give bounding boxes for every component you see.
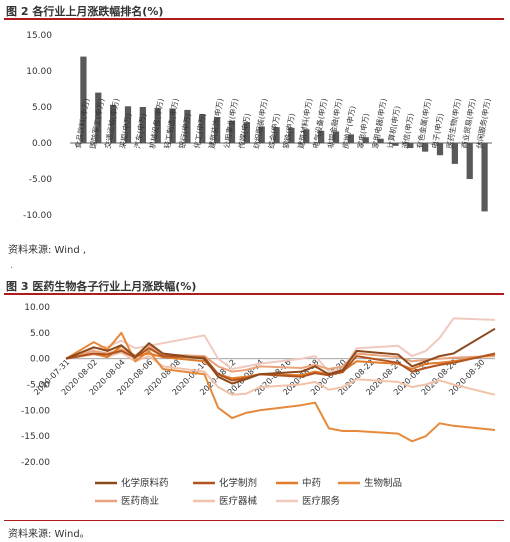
y-tick-label: -10.00	[21, 406, 50, 416]
series-line	[65, 327, 496, 385]
bar	[169, 108, 176, 143]
bar	[110, 104, 117, 143]
category-label: 医药生物(申万)	[444, 97, 463, 149]
legend-label: 中药	[302, 477, 321, 489]
bar	[481, 143, 488, 212]
bar	[95, 92, 102, 143]
bar	[214, 117, 221, 143]
series-line	[65, 351, 496, 396]
bar	[392, 143, 399, 146]
y-tick-label: 10.00	[26, 67, 52, 77]
separator-dot: .	[10, 260, 14, 271]
bar	[139, 107, 146, 143]
category-label: 有色金属(申万)	[414, 97, 433, 149]
figure2-divider	[4, 293, 504, 295]
bar	[154, 107, 161, 143]
legend-label: 医疗器械	[219, 495, 258, 507]
bar	[199, 114, 206, 143]
legend-label: 化学制剂	[219, 477, 257, 489]
series-line	[65, 317, 496, 373]
bar	[124, 106, 132, 143]
y-tick-label: -20.00	[21, 458, 50, 468]
category-label: 家用电器(申万)	[370, 97, 389, 149]
category-label: 休闲服务(申万)	[474, 97, 493, 149]
legend-label: 生物制品	[364, 477, 402, 489]
y-tick-label: 0.00	[30, 355, 50, 365]
bar	[303, 129, 310, 143]
bar	[258, 126, 265, 143]
legend-label: 医疗服务	[302, 495, 341, 507]
category-label: 公用事业(申万)	[221, 97, 240, 149]
bar	[243, 122, 250, 143]
bar	[407, 143, 414, 149]
bar	[80, 56, 87, 143]
bar-chart: 15.00 10.00 5.00 0.00 -5.00 -10.00 食品饮料(申万)国防军…	[23, 31, 493, 221]
y-tick-label: 10.00	[24, 303, 50, 313]
bar	[436, 143, 444, 156]
figure1-divider	[4, 18, 504, 20]
y-tick-label: 0.00	[32, 139, 52, 149]
y-tick-label: 5.00	[32, 103, 52, 113]
category-label: 建筑材料(申万)	[295, 97, 314, 149]
figure2-caption: 图 3 医药生物各子行业上月涨跌幅(%)	[6, 280, 197, 293]
bar	[318, 130, 325, 143]
category-label: 食品饮料(申万)	[73, 97, 92, 149]
bar	[377, 138, 384, 143]
bar	[332, 131, 340, 143]
legend-label: 医药商业	[121, 495, 159, 507]
bar	[228, 120, 236, 143]
y-tick-label: 5.00	[30, 329, 50, 339]
category-label: 轻工制造(申万)	[162, 97, 181, 149]
bar	[451, 143, 458, 164]
bar	[273, 127, 280, 143]
figure2-source: 资料来源: Wind。	[8, 529, 90, 540]
category-label: 纺织服装(申万)	[251, 97, 270, 149]
category-label: 建筑装饰(申万)	[206, 97, 225, 149]
category-label: 家电(申万)	[355, 112, 371, 149]
bar	[288, 127, 295, 143]
legend-label: 化学原料药	[121, 477, 169, 489]
bar	[184, 109, 191, 143]
category-label: 电气设备(申万)	[310, 97, 329, 149]
y-tick-label: -15.00	[21, 432, 50, 442]
y-tick-label: 15.00	[26, 31, 52, 41]
figure1-source: 资料来源: Wind ,	[8, 245, 87, 256]
bar	[347, 134, 354, 143]
category-label: 国防军工(申万)	[87, 97, 106, 149]
figure2-bottom-divider	[4, 520, 504, 521]
y-tick-label: -10.00	[23, 211, 52, 221]
category-label: 非银金融(申万)	[325, 97, 344, 149]
line-chart: 10.005.000.00-5.00-10.00-15.00-20.002020…	[21, 303, 496, 507]
bar	[422, 143, 429, 152]
y-tick-label: -5.00	[27, 381, 51, 391]
y-tick-label: -5.00	[29, 175, 53, 185]
category-label: 商业贸易(申万)	[459, 97, 478, 149]
category-label: 机械设备(申万)	[147, 97, 166, 149]
category-label: 交通运输(申万)	[102, 97, 121, 149]
bar	[362, 137, 369, 143]
bar	[466, 143, 473, 179]
figure1-caption: 图 2 各行业上月涨跌幅排名(%)	[6, 5, 164, 18]
